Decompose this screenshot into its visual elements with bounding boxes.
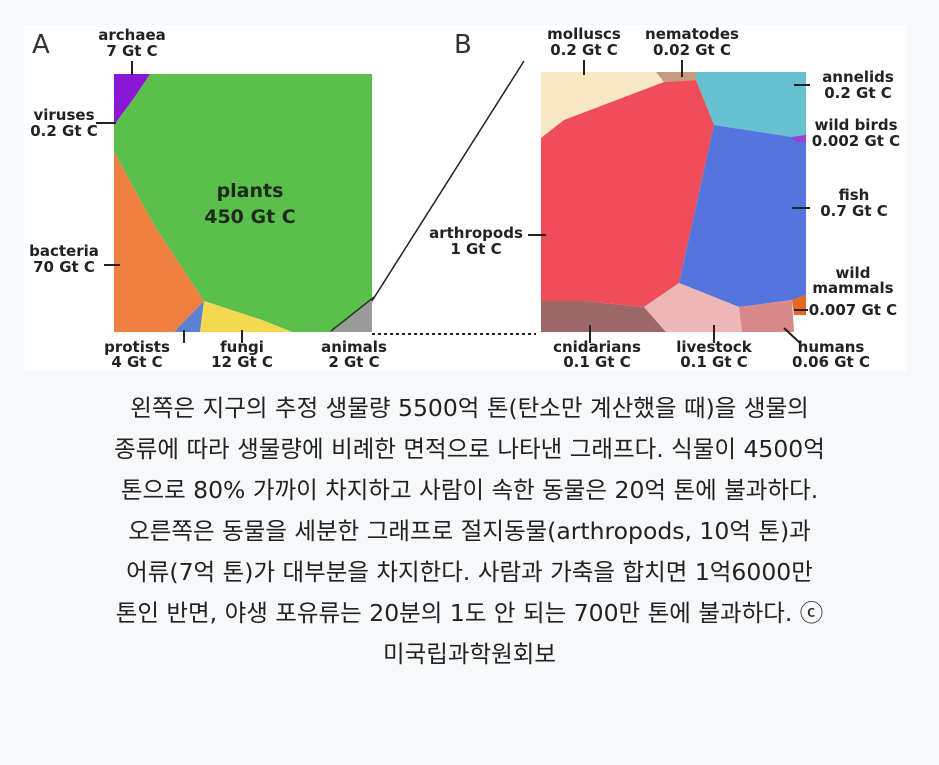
caption-line: 왼쪽은 지구의 추정 생물량 5500억 톤(탄소만 계산했을 때)을 생물의 bbox=[130, 394, 809, 422]
caption-line: 종류에 따라 생물량에 비례한 면적으로 나타낸 그래프다. 식물이 4500억 bbox=[114, 435, 825, 463]
region-fungi bbox=[200, 301, 292, 332]
value-arthropods: 1 Gt C bbox=[450, 240, 501, 258]
region-nematodes bbox=[656, 72, 696, 82]
caption-line: 오른쪽은 동물을 세분한 그래프로 절지동물(arthropods, 10억 톤… bbox=[128, 517, 811, 545]
value-humans: 0.06 Gt C bbox=[792, 353, 870, 371]
region-molluscs bbox=[541, 72, 664, 138]
label-livestock: livestock bbox=[676, 338, 753, 356]
region-animals bbox=[332, 300, 372, 332]
region-cnidarians bbox=[541, 301, 666, 332]
value-wild-birds: 0.002 Gt C bbox=[812, 132, 900, 150]
region-livestock bbox=[644, 283, 742, 332]
caption-line: 톤으로 80% 가까이 차지하고 사람이 속한 동물은 20억 톤에 불과하다. bbox=[120, 476, 819, 504]
label-nematodes: nematodes bbox=[645, 25, 739, 43]
caption-line: 어류(7억 톤)가 대부분을 차지한다. 사람과 가축을 합치면 1억6000만 bbox=[126, 558, 813, 586]
value-bacteria: 70 Gt C bbox=[33, 258, 95, 276]
figure-caption: 왼쪽은 지구의 추정 생물량 5500억 톤(탄소만 계산했을 때)을 생물의 … bbox=[20, 388, 919, 675]
region-archaea bbox=[114, 74, 150, 125]
panel-b-letter: B bbox=[454, 30, 472, 60]
label-wild-mammals-1: wild bbox=[836, 264, 871, 282]
region-bacteria bbox=[114, 152, 204, 332]
region-fish bbox=[679, 125, 806, 307]
value-wild-mammals: 0.007 Gt C bbox=[809, 301, 897, 319]
value-protists: 4 Gt C bbox=[111, 353, 162, 371]
label-protists: protists bbox=[104, 338, 170, 356]
label-fungi: fungi bbox=[220, 338, 264, 356]
label-annelids: annelids bbox=[822, 68, 894, 86]
value-archaea: 7 Gt C bbox=[106, 42, 157, 60]
biomass-figure: A archaea 7 Gt C viruses 0.2 Gt C plants… bbox=[24, 25, 906, 371]
label-plants: plants bbox=[217, 180, 284, 202]
value-fish: 0.7 Gt C bbox=[820, 202, 888, 220]
value-livestock: 0.1 Gt C bbox=[680, 353, 748, 371]
value-fungi: 12 Gt C bbox=[211, 353, 273, 371]
label-cnidarians: cnidarians bbox=[553, 338, 641, 356]
value-cnidarians: 0.1 Gt C bbox=[563, 353, 631, 371]
value-viruses: 0.2 Gt C bbox=[30, 122, 98, 140]
label-humans: humans bbox=[798, 338, 865, 356]
caption-line: 미국립과학원회보 bbox=[383, 640, 556, 668]
value-nematodes: 0.02 Gt C bbox=[653, 41, 731, 59]
value-plants: 450 Gt C bbox=[204, 206, 296, 228]
region-protists bbox=[174, 301, 204, 332]
region-wild-birds bbox=[792, 135, 806, 143]
panel-a-letter: A bbox=[32, 30, 50, 60]
label-wild-birds: wild birds bbox=[814, 116, 897, 134]
region-annelids bbox=[696, 72, 806, 137]
label-animals: animals bbox=[321, 338, 387, 356]
biomass-voronoi-diagram: A archaea 7 Gt C viruses 0.2 Gt C plants… bbox=[29, 25, 900, 371]
label-archaea: archaea bbox=[98, 26, 166, 44]
value-molluscs: 0.2 Gt C bbox=[550, 41, 618, 59]
region-humans bbox=[739, 300, 794, 332]
label-bacteria: bacteria bbox=[29, 242, 99, 260]
value-annelids: 0.2 Gt C bbox=[824, 84, 892, 102]
region-arthropods bbox=[541, 80, 714, 307]
value-animals: 2 Gt C bbox=[328, 353, 379, 371]
label-fish: fish bbox=[839, 186, 870, 204]
label-arthropods: arthropods bbox=[429, 224, 523, 242]
label-molluscs: molluscs bbox=[547, 25, 621, 43]
label-viruses: viruses bbox=[33, 106, 94, 124]
region-plants bbox=[114, 74, 372, 332]
caption-line: 톤인 반면, 야생 포유류는 20분의 1도 안 되는 700만 톤에 불과하다… bbox=[115, 599, 824, 627]
label-wild-mammals-2: mammals bbox=[812, 279, 893, 297]
